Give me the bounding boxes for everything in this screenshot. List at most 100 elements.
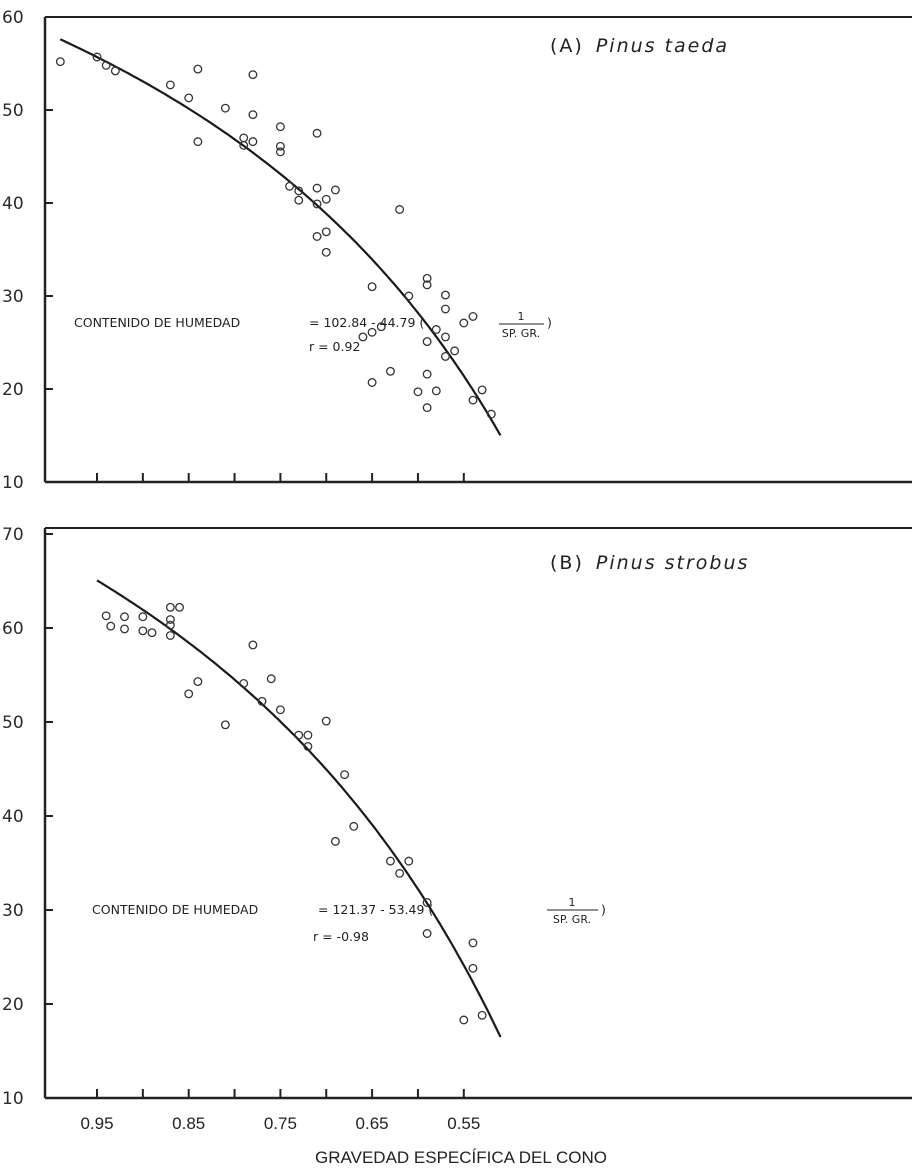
panel-a-data-point: [413, 387, 423, 397]
panel-a-y-tick-label: 50: [2, 101, 24, 121]
panel-a-data-point: [321, 227, 331, 237]
panel-b-data-point: [239, 679, 249, 688]
panel-b-data-point: [147, 628, 157, 638]
panel-b-data-point: [165, 615, 175, 624]
panel-a-y-tick-label: 20: [2, 380, 24, 400]
panel-a-data-point: [441, 352, 450, 361]
panel-a-data-point: [248, 137, 258, 147]
panel-a-ticks: 10 20 30 40 50 60: [2, 8, 465, 493]
panel-a-data-point: [275, 141, 285, 151]
panel-b-x-tick-label: 0.75: [264, 1114, 297, 1133]
panel-b-data-point: [175, 602, 184, 612]
panel-b-x-tick-label: 0.95: [80, 1114, 113, 1133]
panel-b-y-tick-label: 50: [2, 713, 24, 733]
panel-a-data-point: [431, 325, 441, 334]
panel-a-data-point: [459, 318, 469, 328]
panel-b-data-point: [395, 868, 405, 878]
panel-a-data-point: [441, 304, 450, 314]
panel-b-title: (B) Pinus strobus: [550, 552, 749, 574]
panel-b-x-tick-label: 0.55: [447, 1114, 480, 1133]
panel-b-data-point: [120, 612, 129, 622]
panel-b-data-point: [266, 674, 276, 684]
panel-a-equation-denominator: SP. GR.: [502, 327, 540, 340]
panel-a-data-point: [220, 103, 230, 113]
panel-a-data-point: [404, 291, 414, 301]
panel-a-data-point: [468, 312, 478, 321]
panel-a-data-point: [468, 395, 478, 405]
panel-a-equation-close: ): [547, 315, 552, 330]
panel-a-data-point: [55, 57, 65, 67]
panel-a-data-point: [385, 366, 395, 376]
panel-b-data-point: [459, 1015, 469, 1025]
panel-a-data-point: [321, 247, 331, 257]
panel-a-data-point: [275, 147, 285, 157]
panel-b-equation-rhs: = 121.37 - 53.49 (: [318, 902, 433, 917]
panel-b-data-point: [275, 705, 285, 715]
panel-a-data-point: [101, 60, 111, 70]
panel-a-data-point: [330, 185, 340, 195]
panel-b-data-point: [220, 720, 230, 730]
panel-b-data-point: [165, 602, 175, 612]
panel-a-data-point: [165, 80, 175, 90]
panel-b-data-point: [422, 898, 432, 907]
panel-a-data-point: [312, 128, 322, 138]
panel-a-data-point: [367, 327, 377, 337]
panel-a-data-point: [367, 282, 377, 292]
panel-b-data-point: [248, 640, 258, 650]
panel-b-data-point: [477, 1010, 487, 1020]
panel-a-data-point: [285, 181, 295, 191]
panel-a-equation: CONTENIDO DE HUMEDAD = 102.84 - 44.79 ( …: [74, 310, 552, 354]
panel-a-data-point: [367, 378, 377, 387]
panel-a-data-point: [92, 52, 102, 62]
panel-a-data-point: [441, 290, 450, 300]
panel-a-data-point: [422, 273, 432, 283]
panel-a-data-point: [184, 93, 194, 103]
panel-a-data-point: [422, 369, 432, 379]
panel-b-x-tick-label: 0.65: [356, 1114, 389, 1133]
panel-a-y-tick-label: 30: [2, 287, 24, 307]
panel-b-data-point: [303, 741, 313, 751]
panel-b-data-point: [303, 730, 313, 740]
panel-a-data-point: [422, 280, 432, 290]
panel-b-data-point: [257, 696, 267, 706]
panel-a-data-point: [395, 205, 405, 214]
panel-a-title: (A) Pinus taeda: [550, 35, 729, 57]
panel-b-y-tick-label: 10: [2, 1089, 24, 1109]
panel-b-equation-denominator: SP. GR.: [553, 913, 591, 926]
panel-b-y-tick-label: 60: [2, 619, 24, 639]
panel-a-marks: [55, 38, 502, 436]
panel-a-data-point: [422, 403, 432, 413]
panel-b-data-point: [106, 621, 116, 631]
panel-a-fit-curve: [59, 38, 502, 436]
panel-a-y-tick-label: 40: [2, 194, 24, 214]
panel-b-marks: [96, 579, 502, 1038]
panel-b-y-tick-label: 40: [2, 807, 24, 827]
panel-b-pinus-strobus: 10 20 30 40 50 60 70 0.95 0.85 0.75 0.65 0.55 (B) Pi…: [2, 525, 912, 1133]
panel-a-r-value: r = 0.92: [309, 339, 360, 354]
panel-b-data-point: [101, 611, 111, 621]
panel-b-data-point: [385, 856, 395, 866]
panel-b-ticks: 10 20 30 40 50 60 70 0.95 0.85 0.75 0.65 0.55: [2, 525, 480, 1133]
panel-a-data-point: [248, 70, 258, 80]
panel-a-data-point: [275, 122, 285, 132]
panel-a-data-point: [450, 346, 460, 356]
panel-b-y-tick-label: 30: [2, 901, 24, 921]
panel-b-data-point: [120, 624, 129, 634]
panel-b-equation-close: ): [601, 902, 606, 917]
panel-a-y-tick-label: 60: [2, 8, 24, 28]
panel-b-data-point: [193, 677, 203, 687]
panel-a-data-point: [422, 337, 432, 347]
panel-a-data-point: [431, 386, 441, 396]
panel-b-fit-curve: [96, 579, 502, 1038]
panel-a-data-point: [193, 137, 203, 147]
panel-a-equation-lhs: CONTENIDO DE HUMEDAD: [74, 315, 240, 330]
panel-b-data-point: [349, 821, 359, 831]
panel-a-data-point: [358, 332, 368, 342]
panel-a-data-point: [376, 322, 386, 332]
panel-a-data-point: [321, 194, 331, 204]
panel-b-y-tick-label: 70: [2, 525, 24, 545]
panel-b-data-point: [468, 963, 478, 973]
panel-a-equation-rhs: = 102.84 - 44.79 (: [309, 315, 424, 330]
panel-a-pinus-taeda: 10 20 30 40 50 60 (A) Pinus taeda CONTENIDO DE…: [2, 8, 912, 493]
